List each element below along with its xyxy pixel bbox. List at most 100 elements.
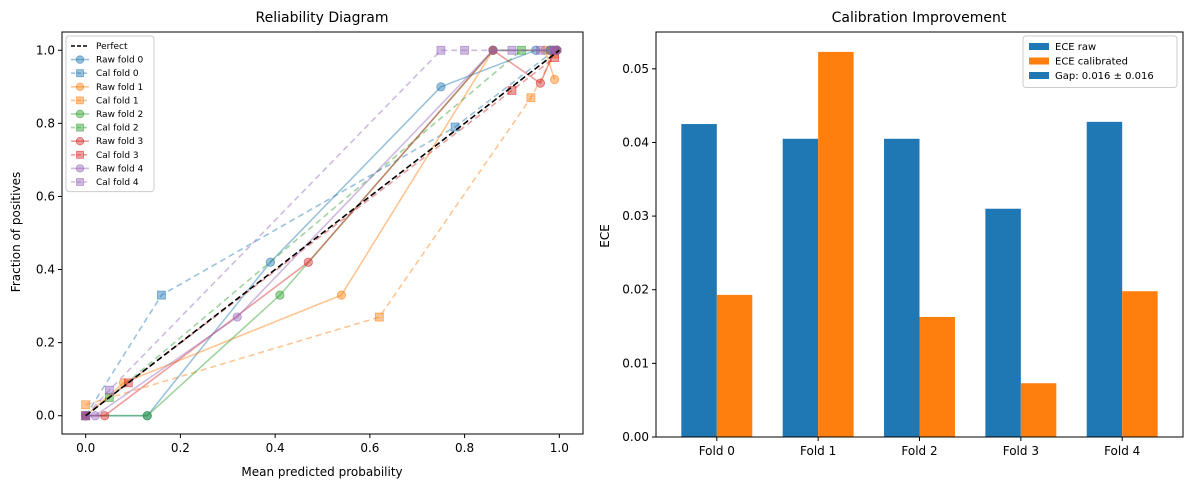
legend-label: Raw fold 0	[96, 56, 144, 66]
legend-label: Raw fold 1	[96, 83, 143, 93]
series-line-raw-fold-2	[85, 49, 557, 417]
calibration-y-axis-title: ECE	[598, 224, 612, 248]
series-ece-calibrated	[716, 51, 1158, 438]
data-point-raw-fold-1-5	[549, 74, 560, 85]
data-point-cal-fold-4-2	[436, 45, 446, 55]
data-point-cal-fold-1-1	[374, 312, 384, 322]
legend-item-cal-fold-2: Cal fold 2	[71, 124, 139, 134]
data-point-raw-fold-3-2	[303, 257, 313, 267]
series-line-cal-fold-1	[85, 53, 556, 406]
legend-marker	[75, 109, 85, 119]
data-point-cal-fold-4-1	[104, 385, 114, 395]
y-tick-label: 0.05	[622, 62, 649, 76]
legend-item-raw-fold-4: Raw fold 4	[71, 164, 144, 174]
data-point-cal-fold-0-1	[157, 290, 166, 300]
x-tick-label: Fold 1	[800, 444, 836, 458]
reliability-chart-title: Reliability Diagram	[256, 10, 389, 26]
y-tick-label: 0.02	[622, 283, 649, 297]
data-point-raw-fold-1-4	[540, 45, 550, 55]
legend-marker	[76, 123, 84, 132]
x-tick-label: 1.0	[550, 441, 569, 455]
x-tick-label: 0.4	[266, 441, 285, 455]
legend-marker	[75, 55, 85, 64]
data-point-cal-fold-4-5	[535, 45, 545, 55]
legend-item-cal-fold-3: Cal fold 3	[71, 151, 139, 161]
legend-label: ECE raw	[1055, 42, 1096, 53]
series-line-cal-fold-0	[85, 49, 556, 417]
calibration-axes: Fold 0 Fold 1 Fold 2 Fold 3 Fold 4 0.00 0.01 0.…	[622, 31, 1184, 458]
legend-item-raw-fold-3: Raw fold 3	[71, 136, 143, 147]
legend-label: ECE calibrated	[1055, 57, 1128, 68]
legend-label: Cal fold 2	[96, 124, 139, 134]
x-tick-label: 0.0	[76, 441, 95, 455]
data-point-raw-fold-3-4	[535, 78, 545, 88]
legend-label: Raw fold 4	[96, 164, 144, 174]
legend-marker	[75, 136, 85, 146]
bar-ece-raw-fold-3	[985, 208, 1021, 437]
data-point-cal-fold-2-2	[517, 45, 526, 55]
data-point-raw-fold-4-1	[90, 411, 100, 421]
calibration-plot-area	[681, 51, 1158, 438]
legend-label: Raw fold 3	[96, 137, 143, 147]
bar-ece-calibrated-fold-2	[919, 316, 955, 437]
legend-item-cal-fold-1: Cal fold 1	[71, 96, 139, 106]
bar-ece-raw-fold-4	[1086, 121, 1123, 437]
y-tick-label: 1.0	[36, 43, 55, 57]
reliability-plot-area	[81, 45, 562, 421]
legend-item-ece-raw: ECE raw	[1029, 42, 1096, 53]
x-tick-label: 0.6	[360, 441, 379, 455]
reliability-legend: Perfect Raw fold 0 Cal fold 0 Raw fold 1 Cal…	[65, 35, 155, 193]
y-tick-label: 0.8	[36, 116, 55, 130]
bar-ece-calibrated-fold-1	[818, 51, 854, 438]
legend-item-raw-fold-0: Raw fold 0	[71, 55, 144, 66]
data-point-raw-fold-0-2	[265, 257, 275, 267]
y-tick-label: 0.01	[622, 356, 649, 370]
reliability-chart: Reliability Diagram 0.0 0.2 0.4 0.6 0.8 1.0 0.…	[9, 10, 584, 479]
bar-ece-calibrated-fold-4	[1122, 291, 1158, 437]
data-point-raw-fold-3-1	[100, 411, 110, 421]
series-line-raw-fold-4	[85, 49, 557, 417]
series-ece-raw	[681, 121, 1123, 438]
data-point-cal-fold-4-4	[507, 45, 517, 55]
calibration-chart-title: Calibration Improvement	[832, 10, 1007, 26]
legend-label: Cal fold 4	[96, 178, 139, 188]
legend-item-raw-fold-2: Raw fold 2	[71, 109, 143, 120]
x-tick-label: 0.8	[455, 441, 474, 455]
reliability-legend-box	[65, 35, 155, 193]
legend-label: Perfect	[96, 42, 128, 52]
series-line-raw-fold-0	[85, 49, 557, 417]
legend-marker	[75, 82, 85, 91]
reliability-axes: 0.0 0.2 0.4 0.6 0.8 1.0 0.0 0.2 0.4 0.6 0.8 1.0	[36, 31, 584, 455]
data-point-raw-fold-0-3	[436, 82, 446, 92]
y-tick-label: 0.6	[36, 189, 55, 203]
data-point-raw-fold-4-4	[545, 45, 555, 55]
legend-item-ece-calibrated: ECE calibrated	[1029, 57, 1128, 68]
x-tick-label: Fold 3	[1003, 444, 1039, 458]
data-point-cal-fold-0-2	[450, 122, 460, 132]
data-point-cal-fold-3-2	[507, 86, 517, 95]
legend-marker	[75, 164, 85, 173]
legend-swatch	[1029, 72, 1049, 79]
bar-ece-calibrated-fold-0	[716, 294, 753, 437]
data-point-cal-fold-3-1	[123, 378, 133, 388]
legend-marker	[76, 69, 84, 78]
y-tick-label: 0.04	[622, 135, 649, 149]
data-point-raw-fold-4-3	[488, 45, 498, 55]
series-line-perfect	[85, 49, 560, 417]
bar-ece-calibrated-fold-3	[1020, 383, 1057, 437]
legend-marker	[76, 96, 84, 105]
y-tick-label: 0.4	[36, 263, 55, 277]
data-point-cal-fold-4-6	[550, 45, 559, 55]
y-tick-label: 0.2	[36, 336, 55, 350]
y-tick-label: 0.00	[622, 430, 649, 444]
series-line-raw-fold-1	[85, 49, 556, 417]
legend-swatch	[1029, 43, 1049, 50]
data-point-raw-fold-2-1	[142, 411, 152, 421]
data-point-raw-fold-0-4	[531, 45, 541, 55]
data-point-cal-fold-1-0	[81, 400, 91, 410]
legend-label: Cal fold 0	[96, 69, 139, 79]
series-cal-fold-4	[81, 45, 559, 421]
legend-item-raw-fold-1: Raw fold 1	[71, 82, 143, 93]
series-line-cal-fold-3	[85, 56, 556, 417]
